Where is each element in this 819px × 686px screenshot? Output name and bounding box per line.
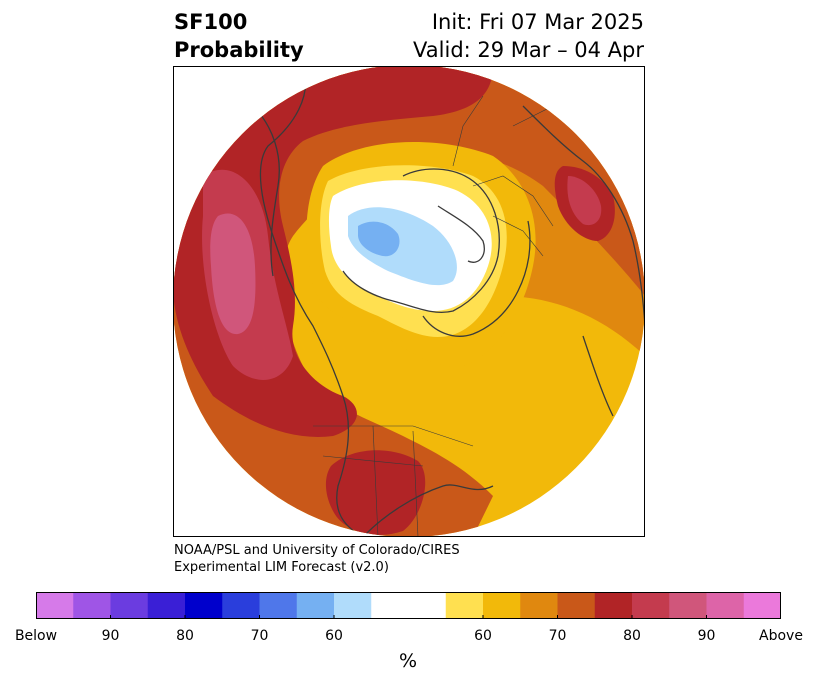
map-title: SF100 Probability	[174, 8, 304, 64]
init-date: Init: Fri 07 Mar 2025	[431, 10, 644, 34]
probability-field	[173, 66, 645, 537]
colorbar-swatch	[483, 592, 521, 619]
colorbar-tick-label: 60	[474, 628, 492, 644]
colorbar-tick-label: 70	[250, 628, 269, 644]
colorbar-swatch	[296, 592, 335, 619]
colorbar-swatch	[632, 592, 670, 619]
colorbar-swatch	[185, 592, 223, 619]
polar-map	[173, 66, 645, 537]
colorbar-tick-label: Above	[759, 628, 803, 644]
colorbar-swatch	[73, 592, 111, 619]
colorbar-tick-label: 80	[623, 628, 641, 644]
colorbar-swatch	[706, 592, 745, 619]
credit-line-1: NOAA/PSL and University of Colorado/CIRE…	[174, 543, 460, 558]
colorbar-swatch	[594, 592, 633, 619]
colorbar-swatch	[520, 592, 558, 619]
credit-text: NOAA/PSL and University of Colorado/CIRE…	[174, 542, 460, 576]
colorbar-tick-label: 90	[101, 628, 120, 644]
colorbar-tick-label: 60	[325, 628, 343, 644]
colorbar-swatch	[445, 592, 484, 619]
colorbar-swatch	[669, 592, 707, 619]
valid-date: Valid: 29 Mar – 04 Apr	[413, 38, 644, 62]
colorbar	[36, 592, 781, 619]
colorbar-tick-label: Below	[14, 628, 58, 644]
colorbar-unit: %	[398, 650, 418, 672]
colorbar-tick-label: 80	[176, 628, 194, 644]
colorbar-swatch	[222, 592, 260, 619]
colorbar-swatch	[110, 592, 149, 619]
colorbar-swatch	[259, 592, 298, 619]
product-name: Probability	[174, 38, 304, 62]
variable-name: SF100	[174, 10, 248, 34]
coastlines	[252, 66, 645, 537]
colorbar-swatch	[147, 592, 186, 619]
colorbar-swatch	[408, 592, 447, 619]
forecast-dates: Init: Fri 07 Mar 2025 Valid: 29 Mar – 04…	[413, 8, 644, 64]
colorbar-swatch	[36, 592, 74, 619]
credit-line-2: Experimental LIM Forecast (v2.0)	[174, 560, 389, 575]
colorbar-tick-label: 90	[697, 628, 716, 644]
colorbar-swatch	[334, 592, 372, 619]
colorbar-swatch	[371, 592, 409, 619]
colorbar-swatch	[743, 592, 781, 619]
colorbar-tick-label: 70	[548, 628, 567, 644]
colorbar-swatch	[557, 592, 596, 619]
